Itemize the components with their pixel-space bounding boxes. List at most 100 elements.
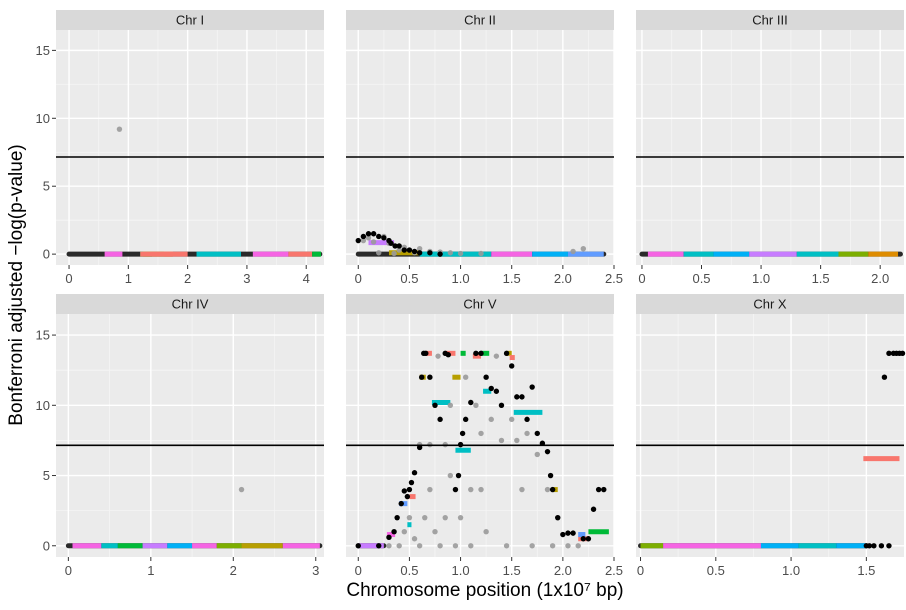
- point-gray: [493, 353, 500, 359]
- point-black: [580, 536, 587, 542]
- facet-strip: [56, 10, 324, 30]
- point-gray: [544, 486, 551, 493]
- point-gray: [442, 514, 448, 521]
- x-tick-label: 1.5: [812, 271, 830, 286]
- facet-4: Chr IV 0 1 2 3 0 5 10 15: [36, 294, 324, 578]
- point-gray: [406, 514, 413, 521]
- point-black: [488, 385, 494, 392]
- facet-strip: [56, 294, 324, 314]
- point-gray: [401, 529, 408, 535]
- panel-background: [56, 314, 324, 557]
- point-gray: [238, 486, 245, 493]
- point-black: [871, 543, 877, 549]
- point-black: [396, 243, 402, 249]
- point-gray: [437, 543, 443, 549]
- point-gray: [478, 430, 484, 437]
- point-gray: [478, 486, 484, 493]
- point-black: [392, 243, 398, 249]
- point-black: [381, 235, 387, 241]
- x-tick-label: 2.0: [554, 563, 572, 578]
- point-black: [411, 248, 418, 255]
- facet-strip: [346, 10, 614, 30]
- panel-background: [346, 30, 614, 265]
- point-black: [462, 416, 469, 423]
- point-gray: [580, 245, 587, 252]
- point-black: [445, 352, 451, 358]
- x-tick-label: 1: [125, 271, 132, 286]
- point-black: [534, 430, 540, 437]
- x-tick-label: 1.0: [782, 563, 800, 578]
- point-black: [401, 488, 408, 494]
- point-black: [601, 486, 607, 493]
- facet-3: Chr III 0 0.5 1.0 1.5 2.0: [636, 10, 904, 286]
- point-gray: [519, 486, 525, 493]
- point-gray: [570, 248, 576, 255]
- point-gray: [447, 402, 454, 409]
- y-tick-label: 15: [36, 43, 50, 58]
- point-black: [468, 399, 474, 406]
- point-black: [370, 231, 377, 237]
- point-gray: [396, 247, 402, 253]
- point-black: [881, 374, 888, 380]
- point-black: [585, 536, 592, 542]
- y-tick-label: 5: [43, 468, 50, 483]
- point-black: [555, 514, 561, 521]
- point-black: [459, 430, 466, 437]
- point-gray: [396, 543, 402, 549]
- x-axis-title: Chromosome position (1x10⁷ bp): [346, 580, 623, 601]
- point-gray: [416, 245, 423, 252]
- point-gray: [524, 430, 530, 437]
- x-tick-label: 2.5: [605, 563, 623, 578]
- facet-title: Chr X: [753, 297, 787, 312]
- point-black: [899, 350, 906, 357]
- point-gray: [416, 543, 423, 549]
- point-gray: [447, 250, 454, 256]
- x-tick-label: 0: [637, 563, 644, 578]
- point-gray: [391, 250, 397, 257]
- point-gray: [575, 543, 581, 549]
- facet-strip: [636, 294, 904, 314]
- point-black: [391, 529, 397, 535]
- point-black: [437, 251, 443, 257]
- x-tick-label: 0.5: [692, 271, 710, 286]
- x-tick-label: 1.5: [857, 563, 875, 578]
- point-black: [565, 530, 571, 536]
- x-tick-label: 2: [184, 271, 191, 286]
- point-black: [437, 416, 443, 423]
- point-black: [365, 231, 372, 237]
- point-black: [416, 250, 423, 256]
- point-black: [473, 350, 479, 357]
- facet-title: Chr II: [464, 13, 496, 28]
- x-tick-label: 0: [355, 563, 362, 578]
- point-black: [529, 384, 535, 390]
- point-black: [355, 237, 361, 244]
- point-black: [455, 472, 462, 479]
- point-gray: [360, 237, 367, 244]
- x-tick-label: 2: [230, 563, 237, 578]
- panel-background: [636, 314, 904, 557]
- point-black: [886, 350, 892, 357]
- point-black: [878, 543, 885, 549]
- point-gray: [514, 437, 520, 444]
- x-tick-label: 0.5: [400, 271, 418, 286]
- point-black: [509, 363, 515, 369]
- point-gray: [468, 543, 474, 549]
- facet-title: Chr V: [463, 297, 497, 312]
- point-gray: [488, 416, 494, 423]
- point-gray: [365, 235, 372, 241]
- point-black: [549, 486, 556, 493]
- point-black: [360, 233, 367, 240]
- point-black: [355, 543, 361, 549]
- x-tick-label: 1.0: [452, 563, 470, 578]
- y-tick-label: 10: [36, 398, 50, 413]
- panel-background: [636, 30, 904, 265]
- x-tick-label: 2.0: [871, 271, 889, 286]
- point-black: [418, 374, 425, 380]
- facet-5: Chr V 0 0.5 1.0 1.5 2.0 2.5: [346, 294, 623, 578]
- point-black: [570, 530, 576, 536]
- x-tick-label: 3: [312, 563, 319, 578]
- point-black: [524, 416, 530, 423]
- facet-2: Chr II 0 0.5 1.0 1.5 2.0 2.5: [346, 10, 623, 286]
- facet-strip: [346, 294, 614, 314]
